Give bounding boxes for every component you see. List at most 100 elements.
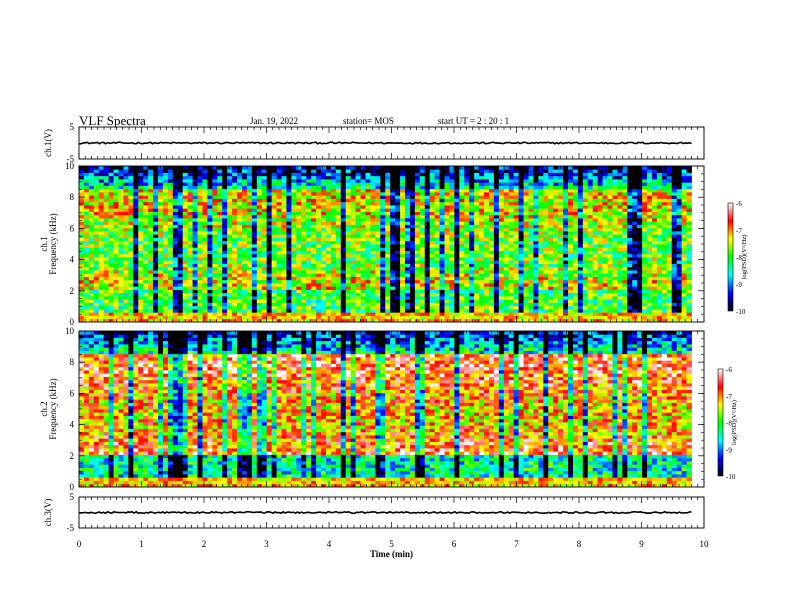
heatmap-cell — [484, 247, 490, 251]
heatmap-cell — [301, 192, 307, 196]
heatmap-cell — [177, 195, 184, 199]
heatmap-cell — [251, 182, 258, 186]
heatmap-cell — [98, 188, 105, 193]
start-time-label: start UT = 2 : 20 : 1 — [438, 116, 510, 126]
heatmap-cell — [301, 244, 307, 248]
heatmap-cell — [138, 299, 144, 303]
heatmap-cell — [558, 309, 564, 313]
heatmap-cell — [405, 315, 411, 320]
heatmap-cell — [242, 247, 248, 251]
heatmap-cell — [128, 263, 134, 268]
heatmap-cell — [83, 227, 90, 232]
heatmap-cell — [484, 289, 490, 294]
heatmap-cell — [83, 273, 90, 277]
heatmap-cell — [355, 292, 361, 297]
heatmap-cell — [405, 257, 411, 261]
heatmap-cell — [306, 240, 312, 245]
heatmap-cell — [325, 188, 332, 193]
heatmap-cell — [513, 224, 520, 229]
heatmap-cell — [563, 273, 569, 277]
heatmap-cell — [429, 260, 436, 264]
heatmap-cell — [177, 247, 184, 251]
heatmap-cell — [251, 302, 258, 307]
heatmap-cell — [266, 296, 273, 300]
heatmap-cell — [503, 201, 510, 206]
heatmap-cell — [360, 198, 366, 203]
heatmap-cell — [172, 273, 179, 277]
heatmap-cell — [311, 315, 317, 320]
heatmap-cell — [523, 179, 529, 183]
heatmap-cell — [281, 214, 287, 219]
heatmap-cell — [128, 192, 134, 196]
heatmap-cell — [523, 292, 529, 297]
heatmap-cell — [439, 182, 445, 186]
heatmap-cell — [350, 312, 357, 316]
heatmap-cell — [291, 312, 297, 316]
heatmap-cell — [192, 172, 198, 177]
heatmap-cell — [325, 276, 332, 281]
heatmap-cell — [563, 198, 569, 203]
heatmap-cell — [479, 263, 485, 268]
heatmap-cell — [335, 273, 342, 277]
heatmap-cell — [133, 286, 139, 290]
heatmap-cell — [469, 244, 475, 248]
heatmap-cell — [513, 208, 520, 212]
heatmap-cell — [192, 309, 198, 313]
heatmap-cell — [553, 205, 559, 209]
heatmap-cell — [281, 279, 287, 284]
heatmap-cell — [434, 253, 440, 258]
heatmap-cell — [217, 195, 223, 199]
heatmap-cell — [251, 240, 258, 245]
heatmap-cell — [306, 221, 312, 225]
heatmap-cell — [400, 292, 406, 297]
heatmap-cell — [330, 302, 337, 307]
heatmap-cell — [276, 292, 282, 297]
heatmap-cell — [409, 172, 416, 177]
heatmap-cell — [103, 166, 110, 170]
heatmap-cell — [158, 224, 164, 229]
heatmap-cell — [335, 179, 342, 183]
heatmap-cell — [222, 305, 228, 310]
heatmap-cell — [400, 175, 406, 180]
heatmap-cell — [469, 211, 475, 216]
heatmap-cell — [232, 283, 238, 287]
heatmap-cell — [182, 286, 189, 290]
heatmap-cell — [365, 318, 371, 322]
heatmap-cell — [434, 296, 440, 300]
heatmap-cell — [256, 253, 263, 258]
heatmap-cell — [563, 315, 569, 320]
heatmap-cell — [464, 195, 470, 199]
heatmap-cell — [182, 205, 189, 209]
heatmap-cell — [508, 185, 515, 190]
heatmap-cell — [340, 263, 347, 268]
heatmap-cell — [464, 315, 470, 320]
heatmap-cell — [434, 205, 440, 209]
heatmap-cell — [350, 224, 357, 229]
heatmap-cell — [202, 312, 208, 316]
heatmap-cell — [291, 250, 297, 255]
heatmap-cell — [365, 302, 371, 307]
heatmap-cell — [98, 312, 105, 316]
heatmap-cell — [424, 227, 431, 232]
heatmap-cell — [261, 231, 268, 235]
heatmap-cell — [123, 205, 129, 209]
heatmap-cell — [538, 172, 544, 177]
heatmap-cell — [207, 231, 213, 235]
heatmap-cell — [444, 218, 450, 222]
heatmap-cell — [113, 276, 119, 281]
heatmap-cell — [281, 211, 287, 216]
heatmap-cell — [528, 218, 534, 222]
heatmap-cell — [528, 166, 534, 170]
heatmap-cell — [261, 302, 268, 307]
heatmap-cell — [390, 231, 396, 235]
heatmap-cell — [484, 198, 490, 203]
heatmap-cell — [518, 266, 524, 271]
heatmap-cell — [162, 315, 169, 320]
heatmap-cell — [113, 188, 119, 193]
heatmap-cell — [414, 201, 421, 206]
heatmap-cell — [158, 309, 164, 313]
heatmap-cell — [123, 211, 129, 216]
heatmap-cell — [340, 250, 347, 255]
heatmap-cell — [479, 227, 485, 232]
heatmap-cell — [98, 286, 105, 290]
